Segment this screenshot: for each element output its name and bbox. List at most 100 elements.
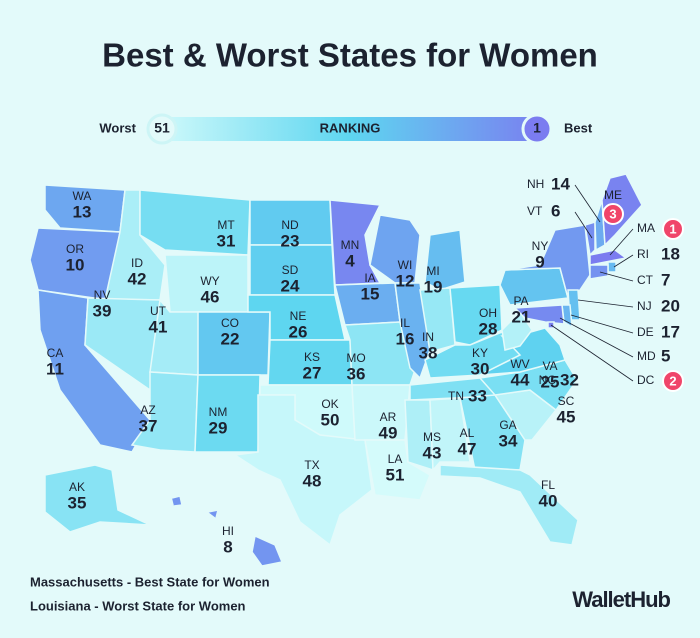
state-rank: 1 (669, 221, 676, 236)
state-abbr: RI (637, 247, 649, 261)
state-abbr: ID (131, 256, 143, 270)
state-abbr: KY (472, 346, 488, 360)
legend-worst-badge (146, 113, 178, 145)
state-rank: 21 (512, 307, 531, 326)
state-rank: 45 (557, 407, 576, 426)
state-shape (459, 394, 526, 471)
state-rank: 22 (221, 329, 240, 348)
legend-worst-rank: 51 (154, 120, 170, 136)
state-shape (139, 189, 251, 256)
leader-line (570, 314, 634, 334)
state-abbr: VA (542, 359, 557, 373)
state-rank: 37 (139, 416, 158, 435)
state-abbr: IA (364, 271, 375, 285)
state-rank: 16 (396, 329, 415, 348)
state-abbr: FL (541, 478, 555, 492)
state-abbr: OH (479, 306, 497, 320)
state-abbr: NV (94, 288, 111, 302)
state-rank: 35 (68, 493, 87, 512)
state-abbr: MO (346, 351, 365, 365)
state-rank: 46 (201, 287, 220, 306)
state-rank: 41 (149, 317, 168, 336)
state-abbr: NJ (637, 299, 652, 313)
state-abbr: CO (221, 316, 239, 330)
state-rank: 28 (479, 319, 498, 338)
state-abbr: WY (200, 274, 219, 288)
brand: WalletHub (572, 587, 670, 612)
state-shape (589, 264, 609, 280)
state-abbr: OK (321, 397, 338, 411)
state-shape (584, 220, 596, 257)
state-abbr: MD (637, 349, 656, 363)
leader-line (613, 254, 634, 268)
state-shape (589, 249, 628, 266)
title: Best & Worst States for Women (102, 37, 598, 74)
state-rank: 38 (419, 343, 438, 362)
state-abbr: WV (510, 357, 529, 371)
state-abbr: IN (422, 330, 434, 344)
state-abbr: ME (604, 188, 622, 202)
state-shape (501, 310, 533, 351)
state-rank: 24 (281, 276, 300, 295)
rank-badge (662, 218, 684, 240)
state-abbr: LA (388, 452, 403, 466)
state-rank: 43 (423, 443, 442, 462)
state-rank: 12 (396, 271, 415, 290)
state-abbr: AL (460, 426, 475, 440)
state-abbr: IL (400, 316, 410, 330)
state-abbr: TN (448, 389, 464, 403)
state-rank: 20 (661, 296, 680, 315)
state-rank: 5 (661, 346, 670, 365)
footer-worst: Louisiana - Worst State for Women (30, 598, 246, 613)
state-rank: 47 (458, 439, 477, 458)
legend-best-rank: 1 (533, 120, 541, 136)
state-abbr: AK (69, 480, 85, 494)
state-rank: 18 (661, 244, 680, 263)
state-abbr: TX (304, 458, 319, 472)
state-rank: 4 (345, 251, 355, 270)
state-rank: 19 (424, 277, 443, 296)
state-rank: 51 (386, 465, 405, 484)
state-abbr: ND (281, 218, 299, 232)
state-shape (194, 374, 261, 453)
state-abbr: MN (341, 238, 360, 252)
state-abbr: GA (499, 418, 516, 432)
state-abbr: MT (217, 218, 235, 232)
state-shape (364, 439, 431, 501)
legend-title: RANKING (320, 120, 381, 135)
state-shape (499, 267, 569, 306)
state-rank: 49 (379, 423, 398, 442)
state-rank: 25 (541, 372, 560, 391)
state-rank: 3 (609, 206, 616, 221)
state-rank: 26 (289, 322, 308, 341)
leader-line (550, 324, 634, 382)
state-rank: 30 (471, 359, 490, 378)
state-shape (439, 464, 579, 546)
state-shape (44, 464, 151, 533)
legend-best: Best (564, 120, 593, 135)
state-shape (394, 282, 431, 380)
state-rank: 10 (66, 255, 85, 274)
state-abbr: PA (513, 294, 528, 308)
state-rank: 40 (539, 491, 558, 510)
state-abbr: DE (637, 325, 654, 339)
state-shape (449, 284, 503, 346)
state-rank: 17 (661, 322, 680, 341)
state-rank: 8 (223, 537, 232, 556)
state-abbr: UT (150, 304, 167, 318)
state-rank: 50 (321, 410, 340, 429)
leader-line (599, 271, 634, 282)
state-abbr: SC (558, 394, 575, 408)
state-rank: 27 (303, 363, 322, 382)
state-rank: 14 (551, 174, 570, 193)
legend-worst: Worst (99, 120, 136, 135)
state-rank: 6 (551, 201, 560, 220)
state-rank: 11 (46, 359, 64, 378)
state-abbr: VT (527, 204, 543, 218)
rank-badge (662, 370, 684, 392)
legend-bar (150, 117, 550, 141)
state-shape (232, 394, 373, 547)
state-rank: 7 (661, 270, 670, 289)
legend-best-badge (521, 113, 553, 145)
